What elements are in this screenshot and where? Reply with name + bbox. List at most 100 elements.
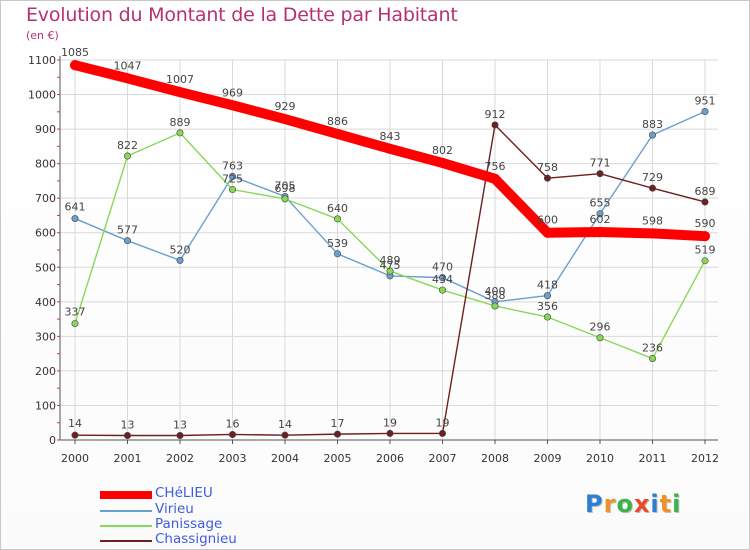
data-point-2 — [176, 129, 184, 137]
data-label-1: 520 — [170, 243, 191, 256]
data-label-2: 489 — [380, 254, 401, 267]
x-tick-label: 2005 — [324, 452, 352, 465]
data-label-3: 19 — [436, 416, 450, 429]
x-tick-label: 2009 — [534, 452, 562, 465]
data-point-3 — [438, 429, 446, 437]
data-label-2: 337 — [65, 306, 86, 319]
data-label-3: 19 — [383, 416, 397, 429]
data-label-2: 296 — [590, 321, 611, 334]
y-tick-label: 900 — [35, 123, 56, 136]
data-point-3 — [701, 198, 709, 206]
y-tick-label: 500 — [35, 261, 56, 274]
data-label-0: 590 — [695, 217, 716, 230]
brand-letter: x — [633, 490, 651, 518]
x-tick-label: 2008 — [481, 452, 509, 465]
data-point-2 — [438, 286, 446, 294]
data-point-0 — [280, 114, 290, 125]
y-tick-label: 1000 — [28, 89, 56, 102]
data-label-0: 598 — [642, 214, 663, 227]
y-tick-label: 400 — [35, 296, 56, 309]
data-point-2 — [491, 302, 499, 310]
data-label-1: 418 — [537, 279, 558, 292]
data-point-1 — [333, 250, 341, 258]
x-tick-label: 2004 — [271, 452, 299, 465]
data-point-3 — [333, 430, 341, 438]
chart-title: Evolution du Montant de la Dette par Hab… — [26, 4, 458, 26]
data-label-1: 705 — [275, 179, 296, 192]
x-tick-label: 2003 — [219, 452, 247, 465]
data-point-2 — [543, 313, 551, 321]
data-label-1: 475 — [380, 259, 401, 272]
data-point-1 — [71, 215, 79, 223]
legend-label-chassignieu: Chassignieu — [155, 531, 237, 547]
data-point-0 — [385, 143, 395, 154]
data-point-3 — [648, 184, 656, 192]
data-label-0: 886 — [327, 115, 348, 128]
data-point-1 — [701, 107, 709, 115]
data-point-3 — [124, 432, 132, 440]
data-label-3: 16 — [226, 417, 240, 430]
x-tick-label: 2012 — [691, 452, 719, 465]
x-tick-label: 2011 — [639, 452, 667, 465]
data-label-3: 689 — [695, 185, 716, 198]
x-tick-label: 2002 — [166, 452, 194, 465]
data-label-2: 356 — [537, 300, 558, 313]
data-point-0 — [70, 60, 80, 71]
data-label-3: 771 — [590, 157, 611, 170]
data-point-3 — [543, 174, 551, 182]
data-point-3 — [71, 431, 79, 439]
brand-letter: i — [672, 490, 682, 518]
x-tick-label: 2006 — [376, 452, 404, 465]
data-point-1 — [229, 172, 237, 180]
data-label-1: 400 — [485, 285, 506, 298]
data-point-2 — [281, 195, 289, 203]
data-label-0: 756 — [485, 160, 506, 173]
data-point-1 — [543, 292, 551, 300]
data-point-1 — [124, 237, 132, 245]
data-point-1 — [648, 131, 656, 139]
data-label-2: 698 — [275, 182, 296, 195]
data-point-2 — [386, 267, 394, 275]
x-tick-label: 2000 — [61, 452, 89, 465]
data-label-1: 763 — [222, 159, 243, 172]
data-point-0 — [490, 173, 500, 184]
y-tick-label: 100 — [35, 399, 56, 412]
data-label-3: 13 — [121, 419, 135, 432]
data-label-0: 602 — [590, 213, 611, 226]
data-label-3: 13 — [173, 419, 187, 432]
unit-label: (en €) — [26, 29, 59, 42]
data-point-0 — [595, 227, 605, 238]
data-point-0 — [122, 73, 133, 84]
data-label-2: 519 — [695, 244, 716, 257]
y-tick-label: 200 — [35, 365, 56, 378]
brand-logo: Proxiti — [585, 490, 681, 518]
data-point-1 — [176, 256, 184, 264]
legend-swatch-chassignieu — [100, 540, 152, 542]
data-label-3: 14 — [68, 417, 82, 430]
x-tick-label: 2007 — [429, 452, 457, 465]
brand-letter: r — [603, 490, 617, 518]
data-label-2: 822 — [117, 139, 138, 152]
data-label-0: 1007 — [166, 73, 194, 86]
data-label-2: 434 — [432, 273, 453, 286]
data-point-3 — [596, 170, 604, 178]
data-point-3 — [386, 429, 394, 437]
legend-label-virieu: Virieu — [155, 501, 194, 517]
data-point-3 — [281, 431, 289, 439]
data-point-0 — [332, 128, 343, 139]
y-tick-label: 800 — [35, 158, 56, 171]
data-label-0: 600 — [537, 214, 558, 227]
data-label-3: 14 — [278, 418, 292, 431]
data-point-2 — [596, 334, 604, 342]
brand-letter: o — [616, 490, 634, 518]
data-label-2: 640 — [327, 202, 348, 215]
legend-swatch-chelieu — [100, 491, 152, 499]
data-point-3 — [176, 432, 184, 440]
data-point-0 — [647, 228, 658, 239]
y-tick-label: 1100 — [28, 54, 56, 67]
data-point-2 — [648, 354, 656, 362]
data-point-0 — [437, 157, 448, 168]
data-point-2 — [229, 186, 237, 194]
